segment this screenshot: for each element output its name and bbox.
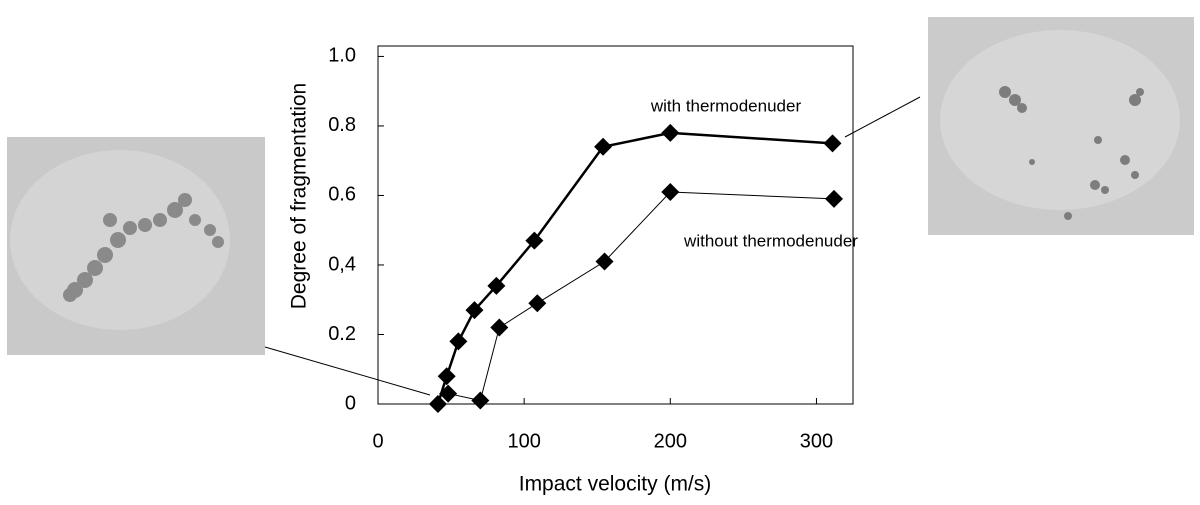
data-point <box>525 231 544 250</box>
data-point <box>428 395 447 413</box>
y-tick-label: 0,4 <box>328 253 356 275</box>
y-tick-label: 0.2 <box>328 323 356 345</box>
data-point <box>825 189 843 208</box>
data-point <box>661 182 680 201</box>
data-point <box>439 384 458 403</box>
data-point <box>490 318 509 337</box>
x-axis-label: Impact velocity (m/s) <box>519 473 712 496</box>
data-point <box>528 294 547 313</box>
y-tick-label: 0.6 <box>328 184 356 206</box>
series-line <box>436 131 833 405</box>
data-point <box>471 391 490 410</box>
x-tick-label: 200 <box>654 430 687 452</box>
data-point <box>449 332 468 351</box>
right-micrograph <box>928 17 1194 235</box>
data-point <box>437 367 456 386</box>
series-line <box>448 191 835 402</box>
x-tick-label: 100 <box>507 430 540 452</box>
data-point <box>487 276 506 295</box>
annotation: without thermodenuder <box>683 231 858 250</box>
callout-line <box>264 346 431 396</box>
y-tick-label: 0.8 <box>328 114 356 136</box>
y-tick-label: 0 <box>345 392 356 414</box>
y-axis-label: Degree of fragmentation <box>288 83 311 309</box>
data-point <box>595 252 614 271</box>
data-point <box>465 301 484 320</box>
left-micrograph <box>7 137 265 355</box>
annotation: with thermodenuder <box>650 96 802 115</box>
x-tick-label: 300 <box>800 430 833 452</box>
x-tick-label: 0 <box>372 430 383 452</box>
data-point <box>823 134 842 153</box>
callout-line <box>844 96 921 138</box>
data-point <box>594 137 613 156</box>
data-point <box>661 123 680 142</box>
y-tick-label: 1.0 <box>328 45 356 67</box>
plot-frame <box>377 45 854 405</box>
